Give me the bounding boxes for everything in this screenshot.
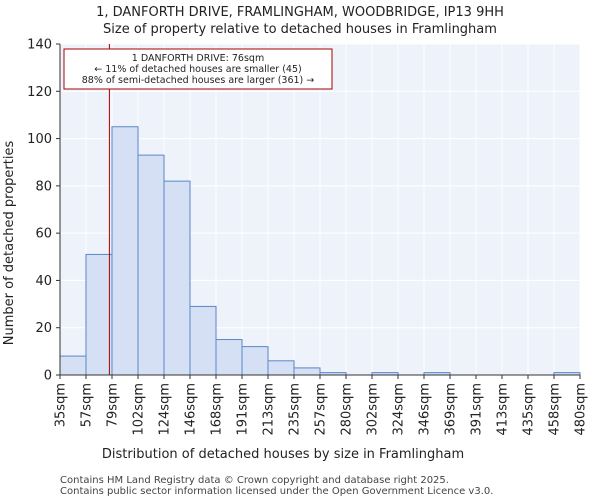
y-axis-ticks: 0 20 40 60 80 100 120 140 — [27, 38, 61, 384]
x-tick-label: 346sqm — [418, 383, 433, 436]
x-tick-label: 57sqm — [80, 383, 95, 427]
histogram-bar — [215, 339, 243, 376]
x-tick-label: 369sqm — [444, 383, 459, 436]
y-tick-label: 120 — [27, 85, 52, 100]
x-tick-label: 235sqm — [288, 383, 303, 436]
y-tick-label: 0 — [44, 369, 52, 384]
x-axis-ticks: 35sqm 57sqm 79sqm 102sqm 124sqm 146sqm 168sqm 1… — [54, 374, 589, 436]
annotation-line3: 88% of semi-detached houses are larger (… — [82, 75, 315, 86]
x-tick-label: 35sqm — [54, 383, 69, 427]
histogram-bar — [293, 367, 321, 376]
x-tick-label: 391sqm — [470, 383, 485, 436]
x-tick-label: 302sqm — [366, 383, 381, 436]
x-tick-label: 168sqm — [210, 383, 225, 436]
x-tick-label: 435sqm — [522, 383, 537, 436]
footer-line2: Contains public sector information licen… — [60, 486, 493, 497]
chart-title-line2: Size of property relative to detached ho… — [103, 22, 497, 37]
histogram-bar — [189, 305, 217, 376]
x-tick-label: 102sqm — [132, 383, 147, 436]
y-tick-label: 20 — [35, 321, 52, 336]
y-axis-label: Number of detached properties — [2, 141, 17, 346]
annotation-box: 1 DANFORTH DRIVE: 76sqm ← 11% of detache… — [63, 48, 333, 90]
annotation-border — [63, 48, 333, 90]
x-tick-label: 257sqm — [314, 383, 329, 436]
x-tick-label: 324sqm — [392, 383, 407, 436]
x-tick-label: 124sqm — [158, 383, 173, 436]
annotation-line1: 1 DANFORTH DRIVE: 76sqm — [132, 53, 264, 64]
bars-group — [59, 126, 581, 376]
y-tick-label: 60 — [35, 227, 52, 242]
histogram-bar — [137, 154, 165, 376]
footer-line1: Contains HM Land Registry data © Crown c… — [60, 475, 449, 486]
annotation-line2: ← 11% of detached houses are smaller (45… — [94, 64, 301, 75]
histogram-bar — [163, 180, 191, 376]
x-tick-label: 458sqm — [548, 383, 563, 436]
histogram-bar — [267, 360, 295, 376]
x-tick-label: 480sqm — [574, 383, 589, 436]
histogram-bar — [241, 346, 269, 376]
x-tick-label: 213sqm — [262, 383, 277, 436]
x-tick-label: 79sqm — [106, 383, 121, 427]
y-tick-label: 100 — [27, 132, 52, 147]
histogram-bar — [85, 253, 113, 376]
histogram-bar — [111, 126, 139, 376]
x-axis-label: Distribution of detached houses by size … — [102, 447, 464, 462]
y-tick-label: 80 — [35, 179, 52, 194]
x-tick-label: 191sqm — [236, 383, 251, 436]
x-tick-label: 146sqm — [184, 383, 199, 436]
chart-title-line1: 1, DANFORTH DRIVE, FRAMLINGHAM, WOODBRID… — [96, 5, 504, 20]
x-tick-label: 413sqm — [496, 383, 511, 436]
x-tick-label: 280sqm — [340, 383, 355, 436]
histogram-bar — [59, 355, 87, 376]
y-tick-label: 40 — [35, 274, 52, 289]
y-tick-label: 140 — [27, 38, 52, 53]
